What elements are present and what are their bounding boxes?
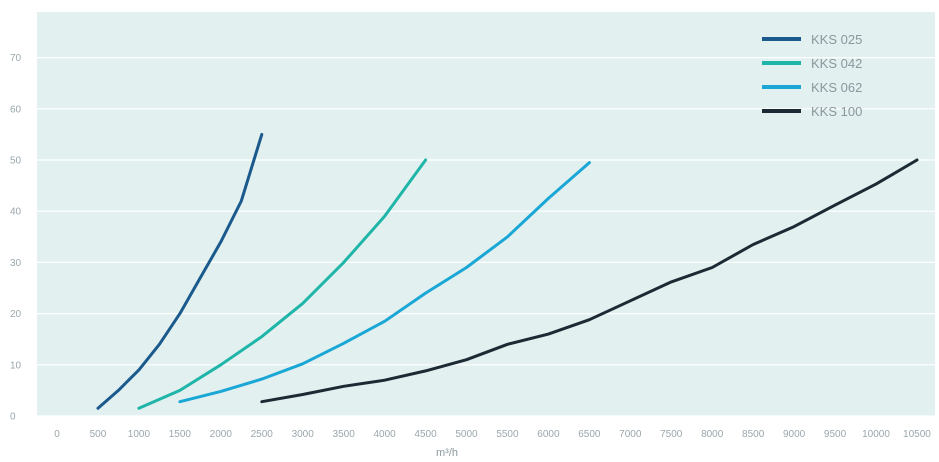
x-tick-label: 10000 — [862, 429, 890, 440]
x-tick-label: 1000 — [128, 429, 151, 440]
x-axis-ticks: 0 500 1000 1500 2000 2500 3000 3500 4000 4500 5000… — [54, 429, 931, 440]
grid-lines — [37, 56, 935, 417]
y-tick-label: 50 — [10, 156, 22, 167]
x-tick-label: 2000 — [210, 429, 233, 440]
legend-label: KKS 100 — [811, 104, 862, 119]
x-tick-label: 6500 — [578, 429, 601, 440]
y-axis-ticks: 0 10 20 30 40 50 60 70 — [10, 53, 22, 422]
x-tick-label: 10500 — [903, 429, 931, 440]
x-tick-label: 3500 — [333, 429, 356, 440]
y-tick-label: 20 — [10, 309, 22, 320]
x-tick-label: 7500 — [660, 429, 683, 440]
y-tick-label: 40 — [10, 207, 22, 218]
x-tick-label: 0 — [54, 429, 60, 440]
series-line-kks-100 — [260, 158, 919, 404]
y-tick-label: 10 — [10, 360, 22, 371]
x-tick-label: 4500 — [414, 429, 437, 440]
x-axis-label: m³/h — [436, 447, 458, 459]
y-tick-label: 60 — [10, 104, 22, 115]
legend-label: KKS 042 — [811, 56, 862, 71]
legend-label: KKS 025 — [811, 32, 862, 47]
x-tick-label: 7000 — [619, 429, 642, 440]
x-tick-label: 5000 — [455, 429, 478, 440]
series-line-kks-042 — [137, 158, 428, 410]
x-tick-label: 9000 — [783, 429, 806, 440]
x-tick-label: 3000 — [292, 429, 315, 440]
x-tick-label: 9500 — [824, 429, 847, 440]
y-tick-label: 30 — [10, 258, 22, 269]
x-tick-label: 1500 — [169, 429, 192, 440]
legend-label: KKS 062 — [811, 80, 862, 95]
series-line-kks-025 — [96, 132, 264, 410]
x-tick-label: 8000 — [701, 429, 724, 440]
series-line-kks-062 — [178, 161, 591, 404]
x-tick-label: 6000 — [537, 429, 560, 440]
x-tick-label: 500 — [90, 429, 107, 440]
y-tick-label: 0 — [10, 412, 16, 423]
series-lines — [96, 132, 919, 410]
legend: KKS 025 KKS 042 KKS 062 KKS 100 — [762, 32, 862, 119]
y-tick-label: 70 — [10, 53, 22, 64]
x-tick-label: 8500 — [742, 429, 765, 440]
plot-background — [37, 12, 935, 416]
x-tick-label: 2500 — [251, 429, 274, 440]
x-tick-label: 5500 — [496, 429, 519, 440]
x-tick-label: 4000 — [373, 429, 396, 440]
